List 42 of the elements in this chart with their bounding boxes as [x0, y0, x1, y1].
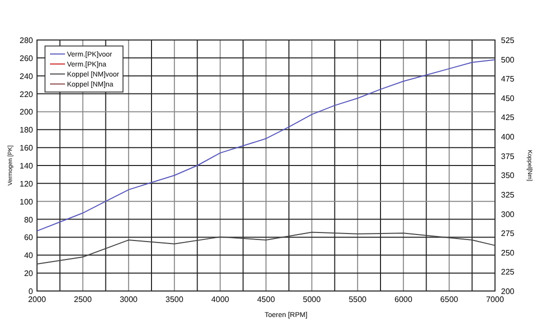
y-tick-label: 260: [20, 54, 34, 63]
y2-tick-label: 275: [501, 229, 515, 238]
x-tick-label: 5500: [348, 295, 368, 304]
y2-tick-label: 500: [501, 55, 515, 64]
y2-tick-label: 250: [501, 248, 515, 258]
y-tick-label: 100: [20, 197, 34, 206]
y2-tick-label: 375: [501, 152, 515, 161]
x-tick-label: 3500: [166, 295, 184, 304]
x-tick-label: 2000: [28, 295, 46, 304]
y2-tick-label: 325: [501, 190, 515, 200]
y-tick-label: 140: [20, 162, 34, 170]
x-tick-label: 6500: [440, 295, 459, 304]
y-tick-label: 60: [24, 233, 34, 242]
y-tick-label: 180: [20, 126, 34, 135]
y2-tick-label: 200: [501, 287, 515, 296]
x-tick-label: 7000: [486, 295, 504, 304]
y-tick-label: 160: [20, 144, 34, 153]
x-tick-label: 6000: [394, 295, 413, 304]
y2-tick-label: 400: [501, 132, 515, 142]
y-tick-label: 20: [24, 269, 34, 278]
y2-tick-label: 475: [501, 74, 515, 84]
y-tick-label: 80: [24, 215, 34, 224]
y-tick-label: 240: [20, 72, 34, 81]
y-tick-label: 0: [28, 287, 34, 296]
y-tick-label: 220: [20, 90, 34, 99]
x-tick-label: 3000: [120, 295, 138, 304]
y2-tick-label: 300: [501, 210, 515, 219]
y2-tick-label: 450: [501, 94, 515, 103]
y2-tick-label: 350: [501, 171, 515, 180]
y2-tick-label: 225: [501, 268, 515, 277]
y-tick-label: 200: [20, 108, 34, 117]
y2-tick-label: 425: [501, 113, 515, 122]
y-tick-label: 120: [20, 179, 34, 188]
y2-tick-label: 525: [501, 36, 515, 45]
x-tick-label: 4000: [211, 295, 230, 304]
line-series: [36, 232, 496, 264]
y-tick-label: 280: [20, 36, 34, 45]
y-tick-label: 40: [24, 251, 34, 260]
line-series: [36, 59, 496, 232]
x-tick-label: 5000: [302, 295, 322, 304]
x-tick-label: 2500: [74, 295, 92, 304]
x-tick-label: 4500: [257, 295, 276, 304]
